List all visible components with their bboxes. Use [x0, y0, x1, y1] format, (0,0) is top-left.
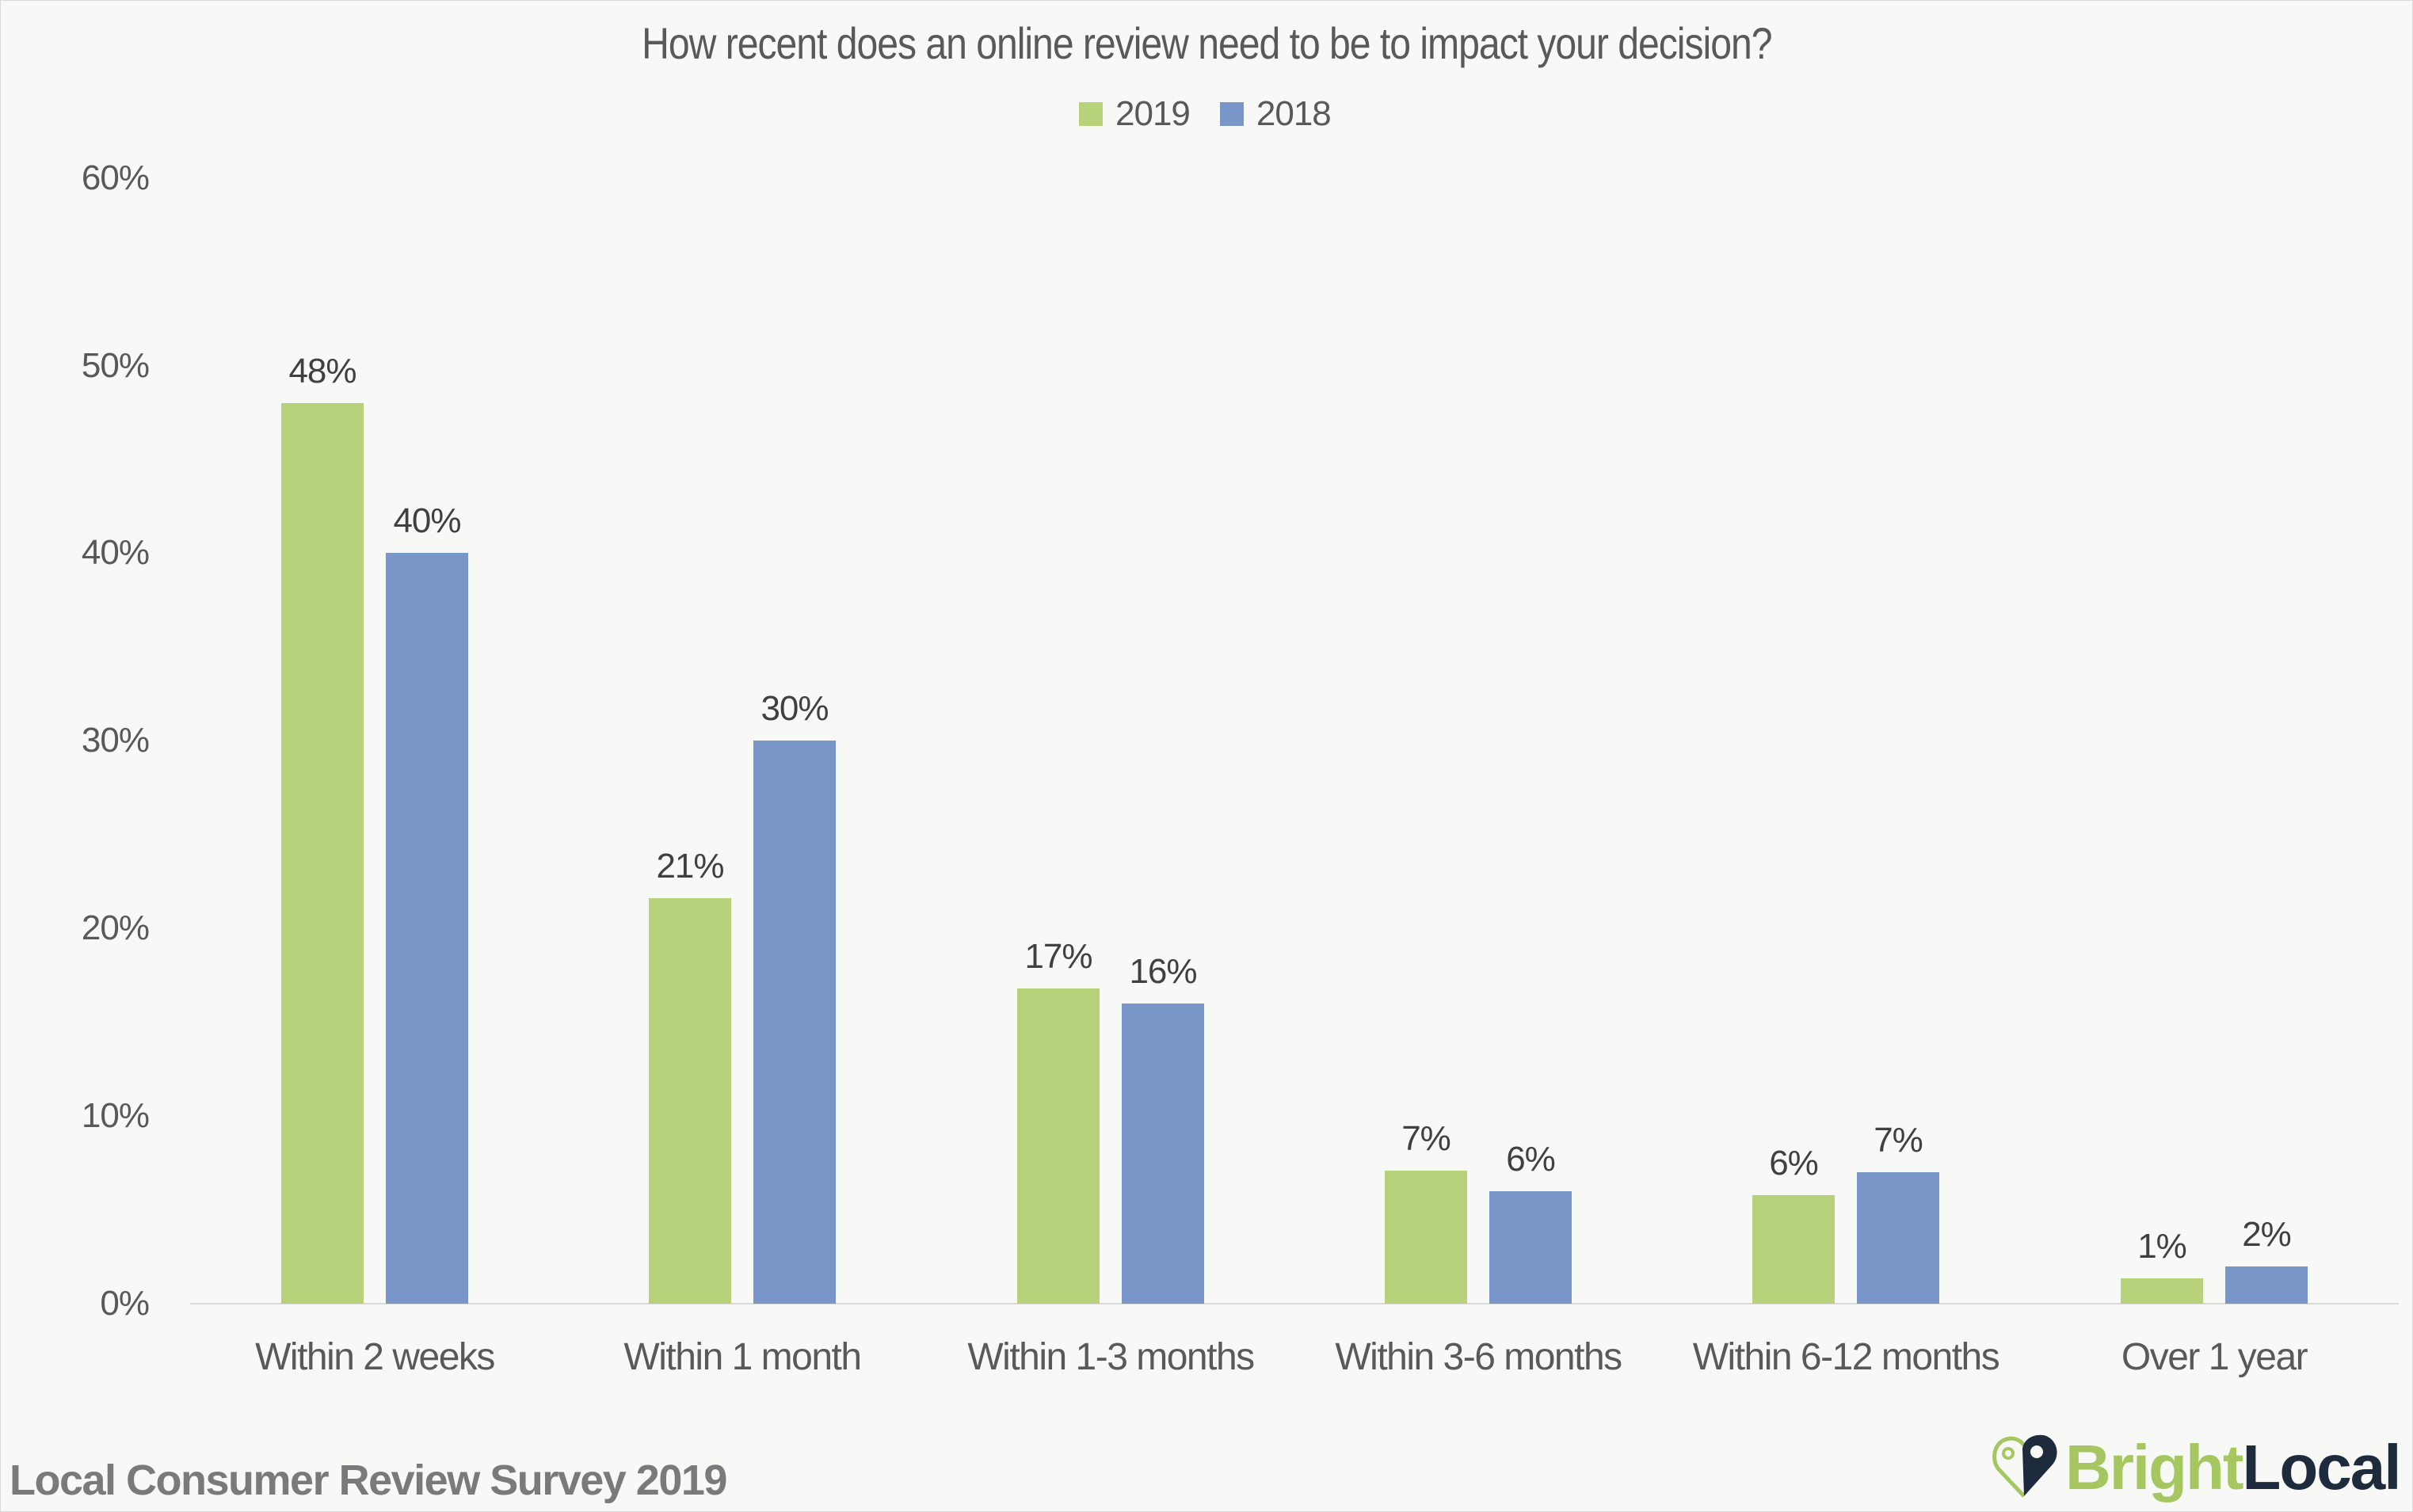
data-label: 7%	[1401, 1118, 1451, 1158]
legend-label-2019: 2019	[1115, 94, 1191, 133]
category-label: Within 1-3 months	[967, 1336, 1255, 1378]
data-label: 6%	[1506, 1139, 1556, 1179]
logo-text-bright: Bright	[2065, 1432, 2244, 1502]
logo-text-local: Local	[2242, 1432, 2402, 1502]
y-tick-label: 10%	[81, 1096, 150, 1136]
survey-source-footer: Local Consumer Review Survey 2019	[10, 1457, 727, 1504]
bar-2018	[1489, 1190, 1572, 1304]
bar-2019	[1017, 988, 1100, 1304]
category-label: Within 3-6 months	[1335, 1336, 1622, 1378]
data-label: 40%	[393, 501, 461, 541]
data-label: 2%	[2242, 1214, 2292, 1254]
legend-label-2018: 2018	[1256, 94, 1332, 133]
map-pin-heart-icon	[1992, 1434, 2057, 1498]
legend: 2019 2018	[1079, 94, 1361, 134]
bar-2018	[386, 553, 468, 1304]
data-label: 48%	[288, 351, 356, 390]
bar-2018	[753, 741, 836, 1304]
x-axis-line	[190, 1303, 2399, 1304]
category-label: Within 2 weeks	[255, 1336, 495, 1378]
category-label: Over 1 year	[2121, 1336, 2308, 1378]
data-label: 1%	[2137, 1227, 2187, 1266]
bar-2018	[2225, 1266, 2308, 1304]
bar-2019	[649, 898, 731, 1304]
category-label: Within 6-12 months	[1692, 1336, 2000, 1378]
data-label: 21%	[656, 847, 724, 886]
y-tick-label: 20%	[81, 908, 150, 948]
category-label: Within 1 month	[623, 1336, 862, 1378]
bar-2019	[1752, 1194, 1835, 1304]
data-label: 7%	[1874, 1121, 1923, 1160]
legend-item-2018: 2018	[1219, 94, 1332, 134]
data-label: 6%	[1769, 1143, 1819, 1183]
bar-2018	[1122, 1003, 1204, 1304]
y-tick-label: 40%	[81, 533, 150, 573]
data-label: 30%	[760, 689, 829, 729]
bar-2019	[2121, 1278, 2203, 1304]
y-tick-label: 30%	[81, 721, 150, 760]
brightlocal-logo: Bright Local	[1992, 1432, 2402, 1503]
y-tick-label: 60%	[81, 158, 150, 197]
legend-swatch-2018	[1219, 102, 1244, 126]
data-label: 16%	[1129, 951, 1197, 991]
bar-2019	[1385, 1170, 1467, 1304]
data-label: 17%	[1024, 937, 1092, 976]
y-tick-label: 50%	[81, 345, 150, 385]
legend-item-2019: 2019	[1079, 94, 1191, 134]
legend-swatch-2019	[1079, 102, 1103, 126]
y-tick-label: 0%	[100, 1284, 150, 1323]
bar-2018	[1857, 1172, 1939, 1304]
bar-2019	[281, 402, 364, 1304]
chart-title: How recent does an online review need to…	[642, 18, 1772, 68]
